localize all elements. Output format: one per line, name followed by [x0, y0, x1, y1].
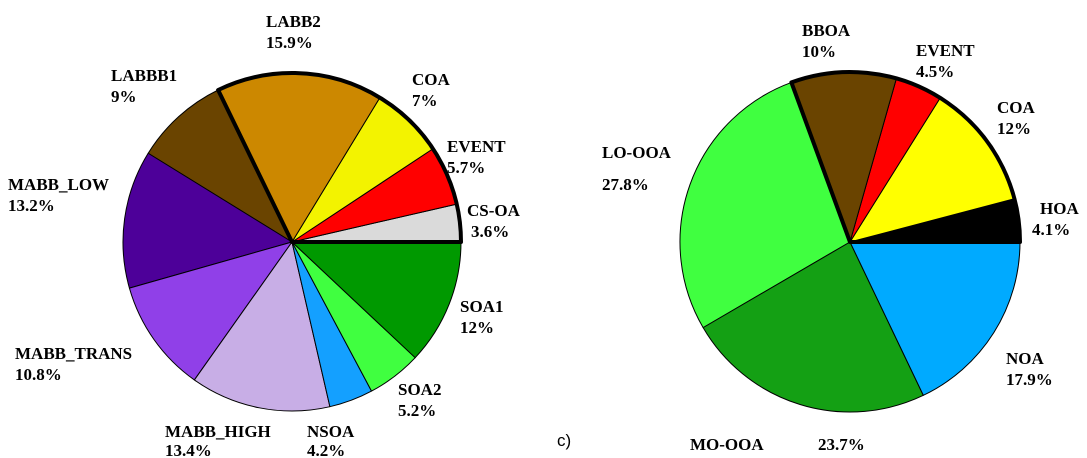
label-coa-right-value: 12%	[997, 119, 1031, 138]
label-csoa-value: 3.6%	[471, 222, 509, 241]
label-mo-ooa-name: MO-OOA	[690, 435, 764, 454]
pie-chart-right	[679, 70, 1022, 413]
pie-slice-noa	[849, 241, 1021, 396]
label-mabb-trans-name: MABB_TRANS	[15, 344, 132, 363]
pie-chart-left	[122, 71, 463, 412]
label-coa-left-name: COA	[412, 70, 451, 89]
right-pie-labels: BBOA 10% EVENT 4.5% COA 12% LO-OOA 27.8%…	[602, 21, 1079, 454]
label-hoa-value: 4.1%	[1032, 220, 1070, 239]
label-soa1-value: 12%	[460, 318, 494, 337]
label-mabb-low-name: MABB_LOW	[8, 175, 109, 194]
label-bboa-value: 10%	[802, 42, 836, 61]
label-labb2-name: LABB2	[266, 12, 321, 31]
label-hoa-name: HOA	[1040, 199, 1079, 218]
label-soa2-value: 5.2%	[398, 401, 436, 420]
label-mo-ooa-value: 23.7%	[818, 435, 865, 454]
panel-label: c)	[557, 431, 571, 450]
pie-slice-soa1	[291, 241, 462, 359]
label-event-right-name: EVENT	[916, 41, 975, 60]
label-mabb-trans-value: 10.8%	[15, 365, 62, 384]
label-lo-ooa-name: LO-OOA	[602, 143, 672, 162]
label-noa-name: NOA	[1006, 349, 1045, 368]
label-event-left-value: 5.7%	[447, 158, 485, 177]
label-event-right-value: 4.5%	[916, 62, 954, 81]
pie-slice-mabb-high	[193, 241, 331, 412]
label-mabb-high-name: MABB_HIGH	[165, 422, 271, 441]
label-coa-right-name: COA	[997, 98, 1036, 117]
label-csoa-name: CS-OA	[467, 201, 521, 220]
label-nsoa-value: 4.2%	[307, 441, 345, 458]
label-lo-ooa-value: 27.8%	[602, 175, 649, 194]
label-mabb-high-value: 13.4%	[165, 441, 212, 458]
label-nsoa-name: NSOA	[307, 422, 355, 441]
label-labb2-value: 15.9%	[266, 33, 313, 52]
label-event-left-name: EVENT	[447, 137, 506, 156]
pie-slice-mabb-trans	[128, 241, 293, 381]
highlight-outline	[216, 71, 463, 244]
highlight-outline	[789, 70, 1022, 244]
label-soa2-name: SOA2	[398, 380, 441, 399]
label-labbb1-name: LABBB1	[111, 66, 177, 85]
pie-slice-mabb-low	[122, 152, 293, 289]
label-mabb-low-value: 13.2%	[8, 196, 55, 215]
pie-slice-mo-ooa	[702, 241, 924, 413]
label-coa-left-value: 7%	[412, 91, 438, 110]
label-soa1-name: SOA1	[460, 297, 503, 316]
left-pie-labels: LABB2 15.9% LABBB1 9% COA 7% EVENT 5.7% …	[8, 12, 521, 458]
label-labbb1-value: 9%	[111, 87, 137, 106]
label-noa-value: 17.9%	[1006, 370, 1053, 389]
label-bboa-name: BBOA	[802, 21, 851, 40]
